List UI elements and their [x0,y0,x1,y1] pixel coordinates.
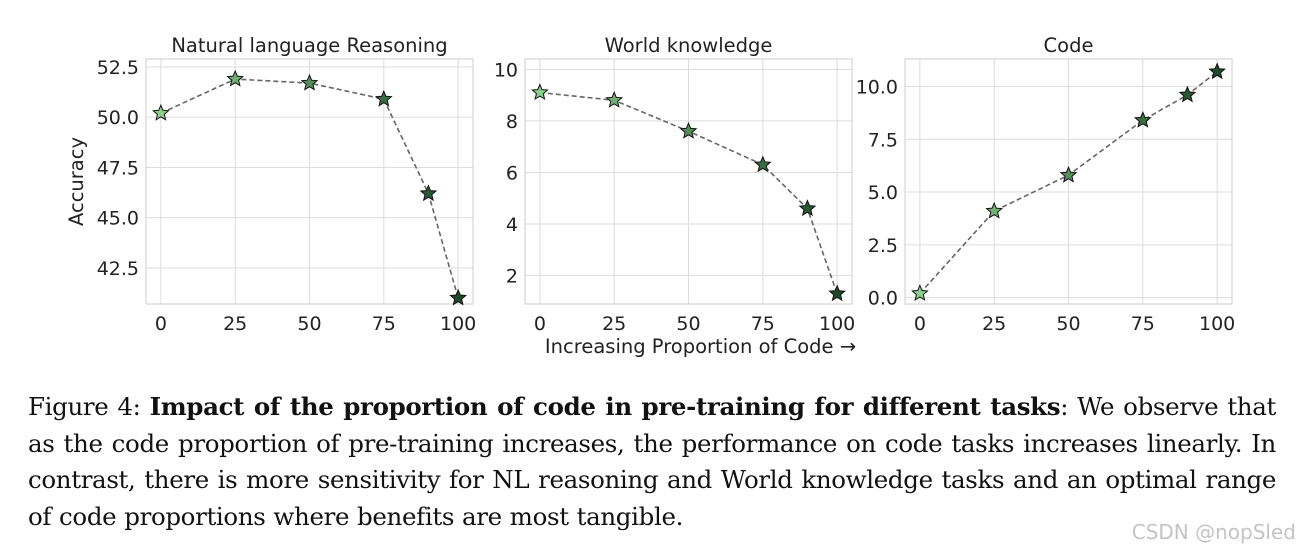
x-axis-label: Increasing Proportion of Code → [545,335,856,358]
y-tick-label: 10 [494,59,518,81]
chart-panel-1: 0 25 50 75 100 42.5 45.0 47.5 50.0 52.5 Natural la… [65,34,476,335]
caption-body: : We observe that as the code proportion… [28,392,1276,531]
y-tick-label: 0.0 [868,288,898,310]
data-point-star [419,184,438,202]
x-tick-label: 50 [676,313,700,335]
data-point-star [449,288,467,306]
y-tick-label: 42.5 [97,258,139,280]
y-tick-label: 52.5 [97,57,139,79]
x-tick-label: 100 [440,313,476,335]
x-tick-label: 100 [1199,313,1235,335]
watermark: CSDN @nopSled [1131,520,1296,544]
caption-prefix: Figure 4: [28,392,150,421]
data-point-star [152,103,170,121]
y-tick-label: 2 [506,266,518,288]
data-point-star [605,90,624,108]
y-tick-label: 45.0 [97,208,139,230]
x-tick-label: 75 [372,313,396,335]
data-point-star [1133,110,1152,128]
data-point-star [828,284,846,302]
y-tick-label: 4 [506,214,518,236]
x-tick-label: 25 [223,313,247,335]
series-line [160,78,459,299]
x-tick-label: 25 [602,313,626,335]
y-tick-label: 8 [506,111,518,133]
x-tick-label: 0 [534,313,546,335]
chart-panel-2: 0 25 50 75 100 2 4 6 8 10 World knowledge Increasin… [494,34,856,358]
plot-frame [145,58,474,305]
x-tick-label: 50 [297,313,321,335]
data-point-star [1178,85,1197,103]
chart-title: Natural language Reasoning [171,34,447,57]
data-point-star [798,199,817,217]
data-point-star [300,73,319,91]
data-point-star [1208,62,1226,80]
x-tick-label: 25 [982,313,1006,335]
series-line [539,91,838,294]
data-point-star [911,284,929,301]
data-point-star [226,69,245,87]
y-tick-label: 47.5 [97,157,139,179]
plot-frame [524,58,853,305]
x-tick-label: 50 [1056,313,1080,335]
data-point-star [374,89,393,107]
chart-title: Code [1044,34,1094,57]
data-point-star [753,155,772,173]
y-tick-label: 2.5 [868,235,898,257]
x-tick-label: 0 [914,313,926,335]
chart-title: World knowledge [605,34,773,57]
caption-bold-title: Impact of the proportion of code in pre-… [149,392,1061,421]
y-tick-label: 5.0 [868,182,898,204]
x-tick-label: 0 [155,313,167,335]
y-axis-label: Accuracy [65,137,88,226]
x-tick-label: 100 [819,313,855,335]
x-tick-label: 75 [1131,313,1155,335]
figure-caption: Figure 4: Impact of the proportion of co… [28,389,1276,535]
plot-frame [904,58,1233,305]
data-point-star [985,201,1004,219]
data-point-star [1059,165,1078,183]
y-tick-label: 6 [506,162,518,184]
y-tick-label: 50.0 [97,107,139,129]
chart-panel-3: 0 25 50 75 100 0.0 2.5 5.0 7.5 10.0 Code [856,34,1236,335]
data-point-star [531,83,549,101]
data-point-star [679,121,698,139]
y-tick-label: 7.5 [868,129,898,151]
x-tick-label: 75 [751,313,775,335]
series-line [919,71,1218,294]
y-tick-label: 10.0 [856,76,898,98]
